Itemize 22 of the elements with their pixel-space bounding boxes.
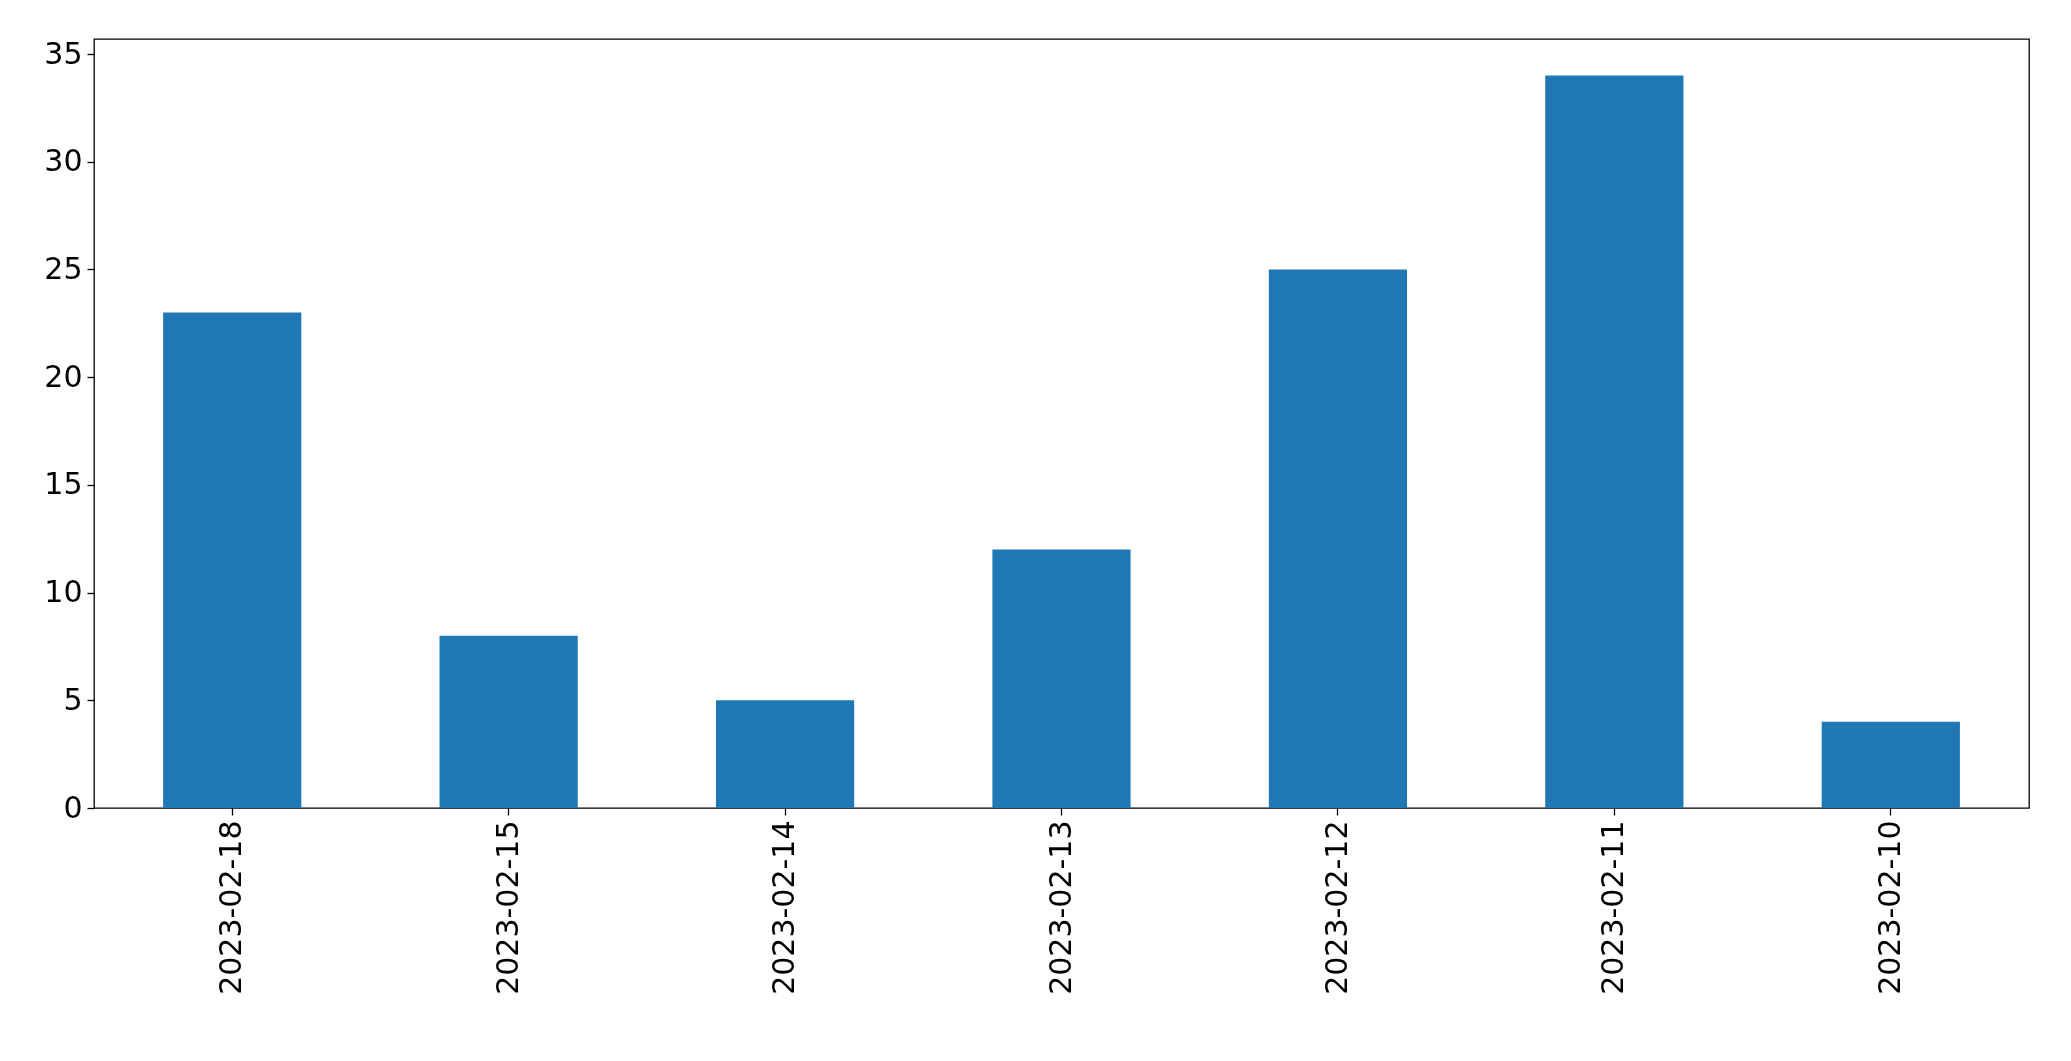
x-tick-label: 2023-02-13 <box>1042 820 1078 995</box>
bar <box>715 700 855 808</box>
y-tick-label: 35 <box>44 35 83 71</box>
bar <box>992 549 1131 808</box>
bar <box>439 635 578 808</box>
x-tick-label: 2023-02-18 <box>213 820 249 995</box>
x-tick-label: 2023-02-11 <box>1595 820 1631 995</box>
y-tick-label: 25 <box>44 250 83 286</box>
y-tick-label: 15 <box>44 466 83 502</box>
bar <box>1545 75 1684 808</box>
bar <box>1268 269 1408 808</box>
bar <box>1821 721 1960 808</box>
y-tick-label: 20 <box>44 358 83 394</box>
x-tick-label: 2023-02-10 <box>1871 820 1907 995</box>
x-tick-label: 2023-02-12 <box>1318 820 1354 995</box>
y-tick-label: 30 <box>44 143 83 179</box>
y-tick-label: 10 <box>44 574 83 610</box>
bar <box>163 312 302 808</box>
y-tick-label: 0 <box>63 789 83 825</box>
y-tick-label: 5 <box>63 681 83 717</box>
x-tick-label: 2023-02-14 <box>766 820 802 995</box>
x-tick-label: 2023-02-15 <box>489 820 525 995</box>
